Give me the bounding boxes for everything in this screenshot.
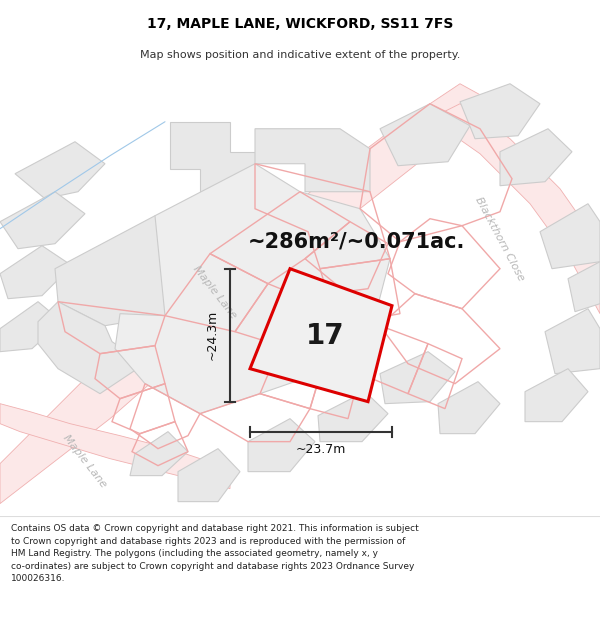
Text: Contains OS data © Crown copyright and database right 2021. This information is : Contains OS data © Crown copyright and d…	[11, 524, 419, 583]
Polygon shape	[568, 262, 600, 312]
Polygon shape	[438, 382, 500, 434]
Polygon shape	[130, 432, 188, 476]
Text: Maple Lane: Maple Lane	[61, 433, 109, 490]
Polygon shape	[38, 302, 145, 394]
Polygon shape	[248, 419, 315, 472]
Text: 17, MAPLE LANE, WICKFORD, SS11 7FS: 17, MAPLE LANE, WICKFORD, SS11 7FS	[147, 17, 453, 31]
Text: ~286m²/~0.071ac.: ~286m²/~0.071ac.	[248, 232, 466, 252]
Polygon shape	[178, 449, 240, 502]
Polygon shape	[0, 246, 72, 299]
Polygon shape	[430, 104, 600, 314]
Polygon shape	[460, 84, 540, 139]
Text: 17: 17	[305, 322, 344, 350]
Polygon shape	[540, 204, 600, 269]
Polygon shape	[380, 352, 455, 404]
Polygon shape	[380, 104, 470, 166]
Polygon shape	[545, 309, 600, 374]
Text: ~24.3m: ~24.3m	[205, 310, 218, 360]
Polygon shape	[170, 122, 255, 194]
Polygon shape	[115, 164, 390, 414]
Polygon shape	[500, 129, 572, 186]
Text: ~23.7m: ~23.7m	[296, 443, 346, 456]
Text: Map shows position and indicative extent of the property.: Map shows position and indicative extent…	[140, 50, 460, 60]
Polygon shape	[318, 392, 388, 442]
Polygon shape	[250, 269, 392, 402]
Polygon shape	[255, 129, 370, 192]
Polygon shape	[0, 84, 500, 504]
Polygon shape	[0, 404, 230, 489]
Polygon shape	[0, 192, 85, 249]
Polygon shape	[15, 142, 105, 199]
Polygon shape	[55, 216, 210, 326]
Text: Maple Lane: Maple Lane	[191, 263, 239, 320]
Polygon shape	[525, 369, 588, 422]
Text: Blackthorn Close: Blackthorn Close	[473, 195, 526, 282]
Polygon shape	[0, 302, 62, 352]
